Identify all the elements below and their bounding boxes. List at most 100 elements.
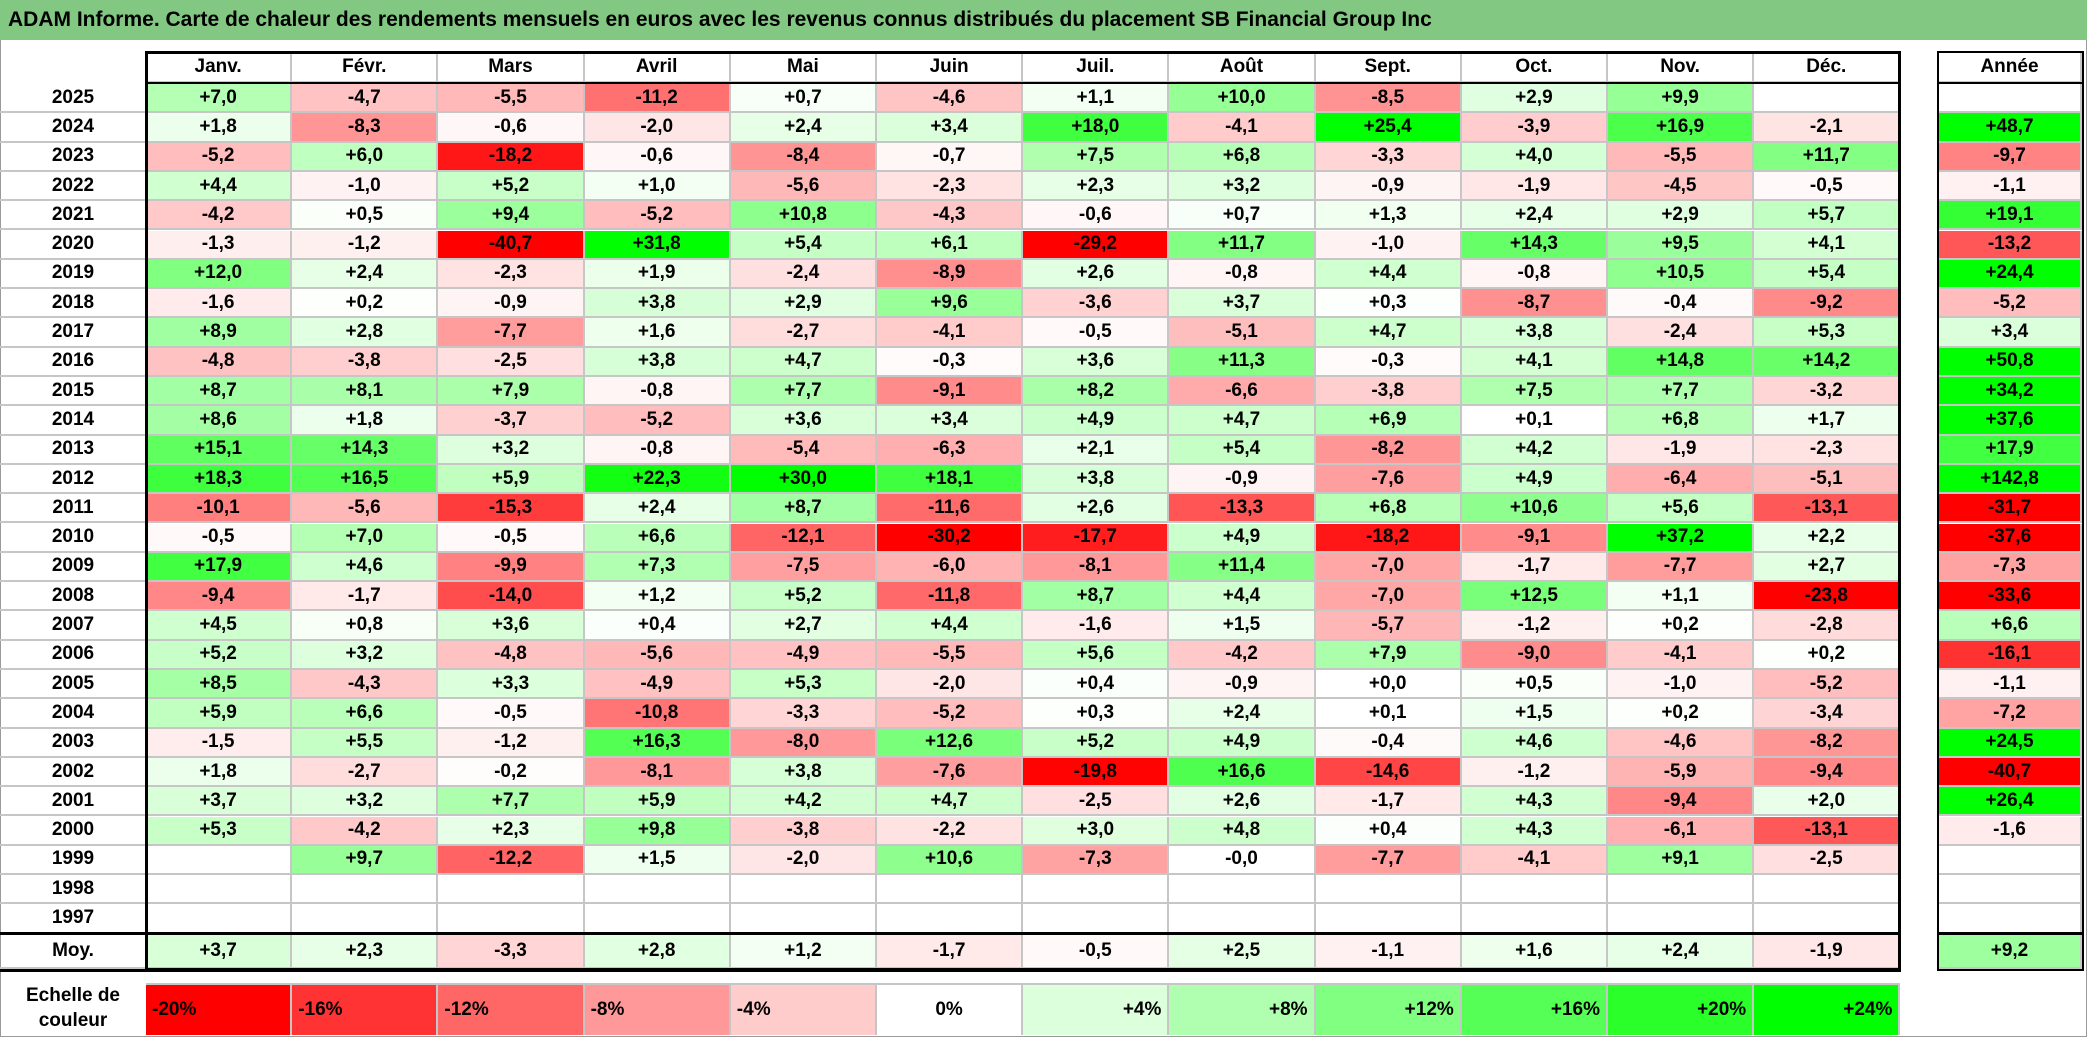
heatmap-cell: -11,6 — [877, 494, 1024, 524]
heatmap-cell: -11,2 — [584, 84, 731, 114]
heatmap-cell: -9,0 — [1461, 640, 1608, 670]
year-label: 1999 — [0, 846, 146, 876]
heatmap-cell: +6,8 — [1315, 494, 1462, 524]
heatmap-cell: +4,1 — [1754, 230, 1901, 260]
heatmap-cell: +3,4 — [877, 113, 1024, 143]
annual-cell — [1939, 875, 2082, 905]
heatmap-cell: +10,6 — [877, 845, 1024, 876]
heatmap-cell: +2,8 — [292, 318, 439, 348]
heatmap-cell: -0,5 — [438, 699, 585, 729]
color-scale-step: +20% — [1608, 983, 1755, 1035]
heatmap-cell: -0,8 — [1461, 259, 1608, 290]
month-header: Déc. — [1754, 53, 1901, 83]
heatmap-cell: -2,3 — [1754, 435, 1901, 465]
heatmap-cell: +8,6 — [146, 406, 293, 436]
heatmap-cell: -0,8 — [584, 377, 731, 407]
month-header: Avril — [584, 53, 731, 83]
heatmap-cell — [146, 845, 293, 876]
average-cell: +2,3 — [292, 935, 439, 969]
heatmap-cell: +12,0 — [146, 259, 293, 290]
heatmap-cell: +3,6 — [730, 406, 877, 436]
heatmap-cell: +0,8 — [292, 611, 439, 641]
heatmap-cell: -1,2 — [438, 728, 585, 758]
heatmap-cell: -4,2 — [292, 816, 439, 846]
heatmap-cell: -14,6 — [1315, 757, 1462, 788]
heatmap-cell: -4,3 — [877, 201, 1024, 231]
heatmap-cell: +11,7 — [1754, 142, 1901, 172]
annual-cell: -7,2 — [1939, 699, 2082, 729]
heatmap-cell: +3,2 — [292, 787, 439, 817]
heatmap-cell: -0,9 — [1315, 171, 1462, 202]
heatmap-cell: -1,0 — [1315, 230, 1462, 260]
heatmap-cell: -9,9 — [438, 552, 585, 583]
heatmap-cell: +5,6 — [1608, 494, 1755, 524]
heatmap-cell: +4,9 — [1461, 464, 1608, 495]
annual-cell: +3,4 — [1939, 318, 2082, 348]
average-cell: -1,9 — [1754, 935, 1901, 969]
heatmap-cell: +7,0 — [146, 84, 293, 114]
heatmap-cell: +8,1 — [292, 377, 439, 407]
annual-cell: +17,9 — [1939, 435, 2082, 465]
heatmap-cell: -30,2 — [877, 523, 1024, 553]
heatmap-cell: -1,7 — [1315, 787, 1462, 817]
heatmap-cell: +0,2 — [1754, 640, 1901, 670]
heatmap-cell: -5,4 — [730, 435, 877, 465]
heatmap-cell: -4,6 — [877, 84, 1024, 114]
heatmap-cell — [146, 875, 293, 905]
heatmap-cell: +1,8 — [292, 406, 439, 436]
heatmap-cell: +8,9 — [146, 318, 293, 348]
heatmap-cell: -9,4 — [1608, 787, 1755, 817]
heatmap-cell: +1,8 — [146, 113, 293, 143]
heatmap-cell: +3,2 — [1169, 171, 1316, 202]
month-header: Sept. — [1315, 53, 1462, 83]
heatmap-cell: -2,0 — [877, 670, 1024, 700]
heatmap-cell: -0,6 — [584, 142, 731, 172]
heatmap-cell: +2,9 — [730, 289, 877, 319]
heatmap-cell: -1,6 — [146, 289, 293, 319]
heatmap-cell: -5,5 — [1608, 142, 1755, 172]
heatmap-cell: -9,1 — [877, 377, 1024, 407]
annual-cell — [1939, 904, 2082, 934]
heatmap-cell: +5,2 — [146, 640, 293, 670]
heatmap-cell: -4,6 — [1608, 728, 1755, 758]
heatmap-cell — [730, 904, 877, 934]
heatmap-cell: -8,1 — [584, 757, 731, 788]
heatmap-cell: +0,1 — [1461, 406, 1608, 436]
heatmap-cell: -0,9 — [1169, 670, 1316, 700]
heatmap-cell: +11,3 — [1169, 347, 1316, 377]
heatmap-cell — [1754, 875, 1901, 905]
heatmap-cell: -8,3 — [292, 113, 439, 143]
annual-cell: +6,6 — [1939, 611, 2082, 641]
color-scale-step: -20% — [146, 983, 293, 1035]
annual-cell: +24,5 — [1939, 728, 2082, 758]
heatmap-cell — [292, 904, 439, 934]
heatmap-cell: +4,6 — [1461, 728, 1608, 758]
heatmap-cell: -18,2 — [1315, 523, 1462, 553]
average-label: Moy. — [0, 935, 146, 969]
heatmap-cell: -0,9 — [1169, 464, 1316, 495]
annual-cell — [1939, 84, 2082, 114]
heatmap-cell: +15,1 — [146, 435, 293, 465]
heatmap-cell: -2,0 — [730, 845, 877, 876]
heatmap-cell: +1,9 — [584, 259, 731, 290]
annual-header: Année — [1939, 53, 2082, 83]
annual-average-divider — [1937, 932, 2084, 935]
year-label: 2009 — [0, 553, 146, 583]
month-header: Févr. — [292, 53, 439, 83]
heatmap-cell: +2,4 — [584, 494, 731, 524]
heatmap-cell: +3,4 — [877, 406, 1024, 436]
average-cell: -3,3 — [438, 935, 585, 969]
heatmap-cell: -5,2 — [877, 699, 1024, 729]
annual-cell: -33,6 — [1939, 582, 2082, 612]
average-cell: +1,2 — [730, 935, 877, 969]
heatmap-cell: -0,9 — [438, 289, 585, 319]
heatmap-cell: +9,8 — [584, 816, 731, 846]
heatmap-cell: -10,1 — [146, 494, 293, 524]
heatmap-cell: +4,4 — [1315, 259, 1462, 290]
heatmap-cell — [1169, 875, 1316, 905]
heatmap-cell: +0,5 — [1461, 670, 1608, 700]
color-scale-label: Echelle de couleur — [26, 985, 120, 1031]
heatmap-cell: +3,8 — [584, 289, 731, 319]
heatmap-cell: -1,5 — [146, 728, 293, 758]
heatmap-cell: -7,7 — [1315, 845, 1462, 876]
